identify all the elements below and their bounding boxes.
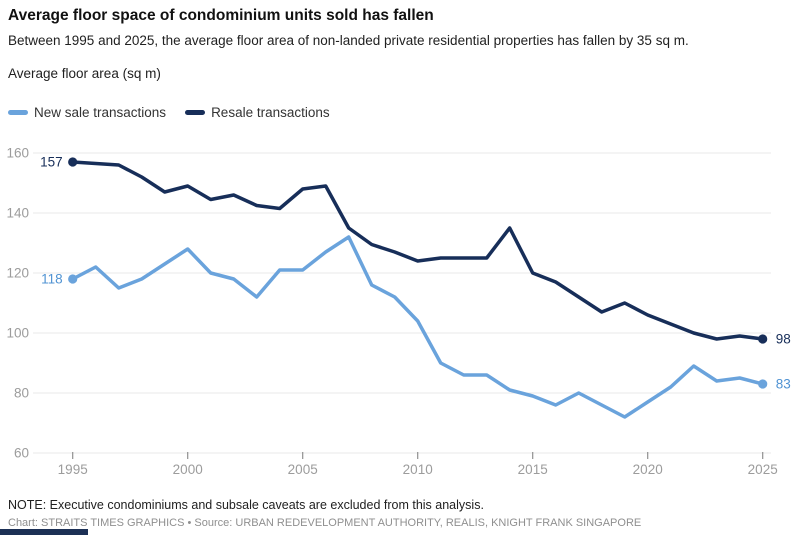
legend-label-new-sale: New sale transactions — [34, 105, 167, 120]
x-tick-label: 2010 — [403, 462, 433, 477]
source-credit: Chart: STRAITS TIMES GRAPHICS • Source: … — [8, 517, 642, 529]
y-tick-label: 80 — [14, 386, 29, 401]
point-value-label: 118 — [41, 272, 63, 287]
legend-item-resale: Resale transactions — [185, 105, 330, 120]
series-endpoint-dot — [758, 379, 768, 389]
series-line-resale-transactions — [70, 160, 765, 341]
x-tick-label: 2020 — [633, 462, 663, 477]
x-tick-label: 2025 — [748, 462, 778, 477]
y-tick-label: 120 — [6, 266, 29, 281]
y-axis-unit-label: Average floor area (sq m) — [8, 66, 161, 81]
x-tick-label: 1995 — [58, 462, 88, 477]
legend-item-new-sale: New sale transactions — [8, 105, 166, 120]
series-endpoint-dot — [758, 334, 768, 344]
y-tick-label: 100 — [6, 326, 29, 341]
y-tick-label: 60 — [14, 446, 29, 461]
series-line-new-sale-transactions — [70, 235, 765, 419]
series-endpoint-dot — [68, 157, 78, 167]
legend-label-resale: Resale transactions — [211, 105, 330, 120]
chart-subtitle: Between 1995 and 2025, the average floor… — [8, 33, 689, 48]
y-tick-label: 140 — [6, 206, 29, 221]
chart-legend: New sale transactions Resale transaction… — [8, 105, 330, 120]
footnote: NOTE: Executive condominiums and subsale… — [8, 498, 484, 512]
point-value-label: 98 — [776, 332, 791, 347]
x-tick-label: 2000 — [173, 462, 203, 477]
resale-swatch-icon — [185, 110, 206, 115]
series-endpoint-dot — [68, 274, 78, 284]
page-title: Average floor space of condominium units… — [8, 7, 434, 24]
point-value-label: 157 — [40, 155, 63, 170]
point-value-label: 83 — [776, 377, 791, 392]
new-sale-swatch-icon — [8, 110, 28, 115]
y-tick-label: 160 — [6, 146, 29, 161]
x-tick-label: 2005 — [288, 462, 318, 477]
x-tick-label: 2015 — [518, 462, 548, 477]
clipped-footer-bar — [0, 529, 88, 535]
